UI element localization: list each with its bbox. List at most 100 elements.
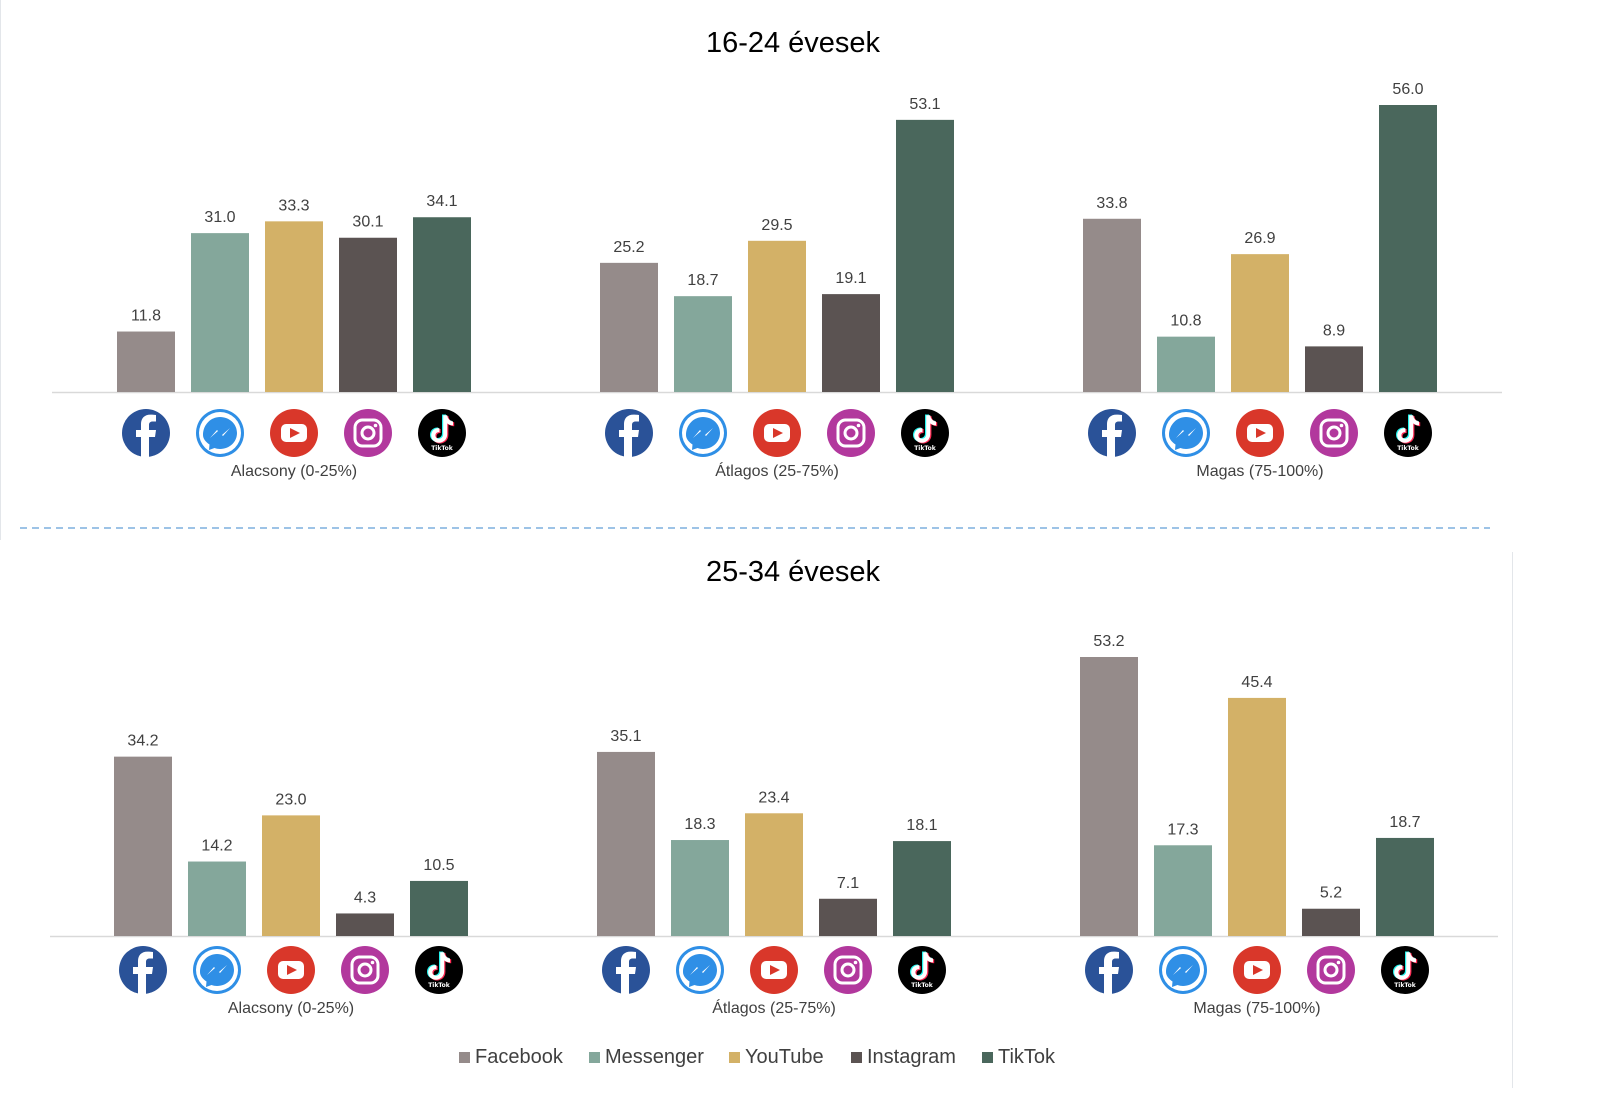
tiktok-icon-wordmark: TikTok [428,982,451,989]
data-label: 4.3 [354,889,376,906]
legend-label: Facebook [475,1046,564,1068]
category-group: 33.8 10.8 26.9 8.9 56.0 TikTok Magas (75-100%) [1083,81,1437,480]
bar-instagram [819,898,877,936]
category-label: Átlagos (25-75%) [712,998,836,1017]
bar-tiktok [413,217,471,392]
tiktok-icon: TikTok [898,946,946,994]
data-label: 33.8 [1096,195,1127,212]
facebook-icon [605,409,653,457]
facebook-icon [1088,409,1136,457]
youtube-icon [753,409,801,457]
category-label: Átlagos (25-75%) [715,461,839,480]
tiktok-icon-wordmark: TikTok [1397,445,1420,452]
data-label: 18.7 [687,272,718,289]
messenger-icon [1159,946,1207,994]
chart-panel-1: 16-24 évesek 11.8 31.0 33.3 30.1 34.1 TikTok Al… [52,27,1502,480]
bar-tiktok [1379,105,1437,392]
messenger-icon [676,946,724,994]
messenger-icon [193,946,241,994]
bar-facebook [117,331,175,392]
data-label: 53.1 [909,96,940,113]
bar-instagram [339,237,397,392]
chart-title: 16-24 évesek [706,27,881,59]
data-label: 19.1 [835,270,866,287]
instagram-icon [344,409,392,457]
data-label: 18.7 [1389,814,1420,831]
bar-instagram [336,913,394,936]
data-label: 26.9 [1244,230,1275,247]
data-label: 18.3 [684,816,715,833]
chart-panel-2: 25-34 évesek 34.2 14.2 23.0 4.3 10.5 TikTok Ala… [50,556,1498,1017]
data-label: 5.2 [1320,885,1342,902]
legend-swatch [729,1052,740,1063]
bar-messenger [671,840,729,936]
legend: Facebook Messenger YouTube Instagram TikTok [459,1046,1056,1068]
legend-item-facebook: Facebook [459,1046,564,1068]
legend-label: Instagram [867,1046,956,1068]
data-label: 18.1 [906,817,937,834]
data-label: 34.2 [127,733,158,750]
bar-tiktok [893,841,951,936]
bar-messenger [1157,336,1215,392]
legend-label: YouTube [745,1046,824,1068]
bar-instagram [1305,346,1363,392]
instagram-icon [1310,409,1358,457]
bar-messenger [1154,845,1212,936]
category-group: 25.2 18.7 29.5 19.1 53.1 TikTok Átlagos (25-75… [600,96,954,480]
tiktok-icon: TikTok [1381,946,1429,994]
category-label: Alacsony (0-25%) [228,1000,354,1017]
bar-facebook [597,751,655,936]
data-label: 25.2 [613,239,644,256]
data-label: 30.1 [352,214,383,231]
left-edge-line [0,0,1,540]
bar-instagram [822,294,880,392]
tiktok-icon: TikTok [418,409,466,457]
data-label: 45.4 [1241,674,1272,691]
category-label: Magas (75-100%) [1193,1000,1320,1017]
bar-youtube [748,240,806,392]
category-group: 11.8 31.0 33.3 30.1 34.1 TikTok Alacsony (0-25… [117,193,471,480]
chart-title: 25-34 évesek [706,556,881,588]
data-label: 10.5 [423,857,454,874]
right-edge-line [1512,552,1513,1088]
legend-swatch [459,1052,470,1063]
data-label: 17.3 [1167,821,1198,838]
messenger-icon [679,409,727,457]
category-label: Alacsony (0-25%) [231,463,357,480]
facebook-icon [1085,946,1133,994]
legend-item-youtube: YouTube [729,1046,824,1068]
bar-youtube [1231,254,1289,392]
legend-item-instagram: Instagram [851,1046,956,1068]
tiktok-icon: TikTok [1384,409,1432,457]
tiktok-icon-wordmark: TikTok [914,445,937,452]
legend-item-messenger: Messenger [589,1046,704,1068]
bar-instagram [1302,908,1360,936]
data-label: 53.2 [1093,633,1124,650]
bar-tiktok [896,119,954,393]
instagram-icon [341,946,389,994]
data-label: 29.5 [761,217,792,234]
messenger-icon [1162,409,1210,457]
data-label: 35.1 [610,728,641,745]
data-label: 31.0 [204,209,235,226]
category-group: 34.2 14.2 23.0 4.3 10.5 TikTok Alacsony (0-25%… [114,733,468,1017]
youtube-icon [1233,946,1281,994]
legend-item-tiktok: TikTok [982,1046,1056,1068]
category-label: Magas (75-100%) [1196,463,1323,480]
bar-facebook [1083,218,1141,392]
tiktok-icon: TikTok [415,946,463,994]
youtube-icon [1236,409,1284,457]
data-label: 56.0 [1392,81,1423,98]
data-label: 10.8 [1170,313,1201,330]
data-label: 23.4 [758,789,789,806]
bar-youtube [745,813,803,936]
bar-youtube [262,815,320,936]
tiktok-icon: TikTok [901,409,949,457]
data-label: 33.3 [278,197,309,214]
legend-swatch [851,1052,862,1063]
category-group: 35.1 18.3 23.4 7.1 18.1 TikTok Átlagos (25-75%… [597,728,951,1017]
data-label: 11.8 [131,308,161,325]
data-label: 14.2 [201,838,232,855]
